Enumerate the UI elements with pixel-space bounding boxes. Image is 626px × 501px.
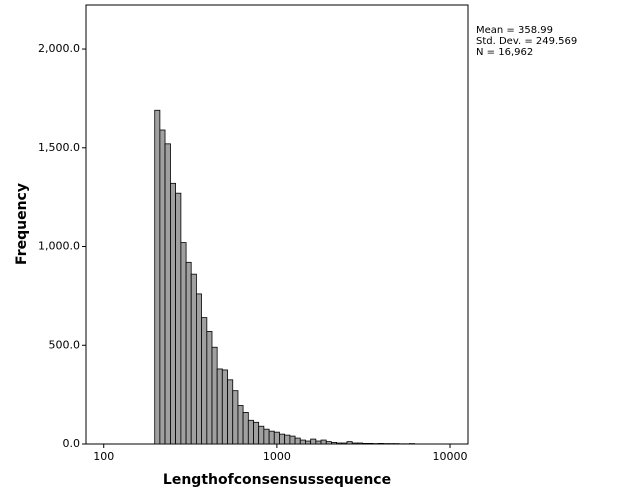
bar [367,443,374,445]
bar [310,438,317,445]
x-tick-label: 10000 [433,450,468,463]
bar [154,109,161,445]
x-tick-label: 1000 [263,450,291,463]
bar [377,443,384,445]
bar [201,317,208,445]
bar [211,346,218,445]
bar [227,379,234,445]
bar [258,425,265,445]
bar [159,129,166,445]
bar [325,441,332,445]
bar [284,434,291,445]
stat-text: N = 16,962 [476,47,533,58]
bar [268,430,275,445]
bar [206,331,213,445]
bar [170,182,176,445]
bar [315,440,322,445]
bar [263,428,270,445]
bar [216,368,223,445]
y-tick-label: 1,000.0 [38,240,80,253]
bar [299,439,306,445]
bar [180,242,187,445]
bar [190,273,197,445]
bar [346,441,353,445]
bar [242,412,249,445]
bar [273,431,280,445]
bar [185,261,192,445]
y-tick-label: 2,000.0 [38,42,80,55]
x-tick-label: 100 [93,450,114,463]
bar [232,390,239,445]
bar [237,405,244,445]
bar [320,439,327,445]
bar [356,442,363,445]
stat-text: Mean = 358.99 [476,25,553,36]
bar [164,143,171,445]
bar [289,435,296,445]
bar [351,442,358,445]
y-axis-title: Frequency [14,183,30,265]
bar [341,442,348,445]
bar [221,369,228,445]
bar [253,421,260,445]
bar [331,442,338,445]
plot-frame [85,4,469,445]
bar [279,433,286,445]
bar [305,440,312,445]
bar [294,437,301,445]
bar [247,419,254,445]
bar [336,442,343,445]
bar [175,192,182,445]
stat-text: Std. Dev. = 249.569 [476,36,577,47]
bar [362,443,369,445]
y-tick-label: 1,500.0 [38,141,80,154]
x-axis-title: Lengthofconsensussequence [163,472,391,488]
bar [196,293,202,445]
y-tick-label: 0.0 [63,437,81,450]
y-tick-label: 500.0 [49,338,81,351]
